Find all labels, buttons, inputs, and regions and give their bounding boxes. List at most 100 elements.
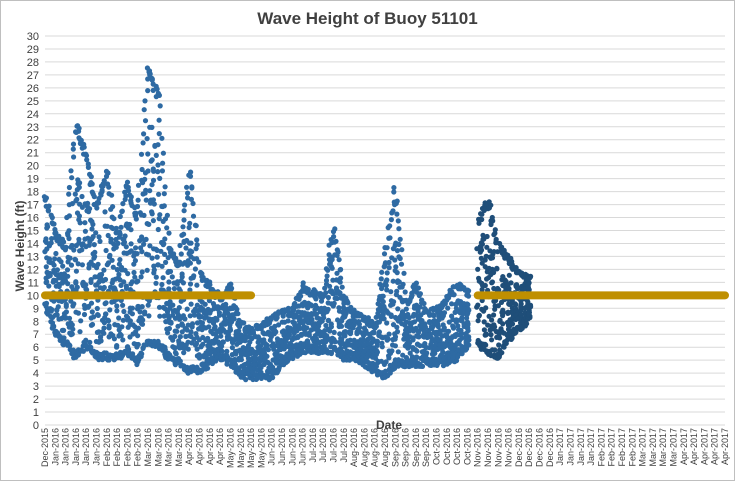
data-point	[133, 245, 139, 251]
data-point	[193, 223, 199, 229]
data-point	[70, 326, 76, 332]
data-point	[106, 357, 112, 363]
y-tick-label: 26	[27, 83, 39, 95]
data-point	[264, 342, 270, 348]
x-tick-label: Mar-2017	[648, 428, 658, 467]
data-point	[392, 334, 399, 340]
data-point	[80, 348, 86, 354]
data-point	[145, 88, 151, 94]
data-point	[135, 333, 141, 339]
data-point	[121, 279, 127, 285]
data-point	[188, 196, 194, 202]
data-point	[153, 274, 159, 280]
data-point	[332, 339, 338, 345]
x-tick-label: Feb-2017	[627, 428, 637, 467]
data-point	[138, 151, 145, 157]
data-point	[444, 335, 450, 341]
y-tick-label: 24	[27, 109, 39, 121]
data-point	[66, 228, 72, 234]
data-point	[338, 275, 344, 281]
x-tick-label: Mar-2016	[174, 428, 184, 467]
data-point	[501, 344, 507, 350]
data-point	[157, 212, 163, 218]
data-point	[194, 346, 200, 352]
data-point	[139, 321, 146, 327]
data-point	[483, 305, 489, 311]
data-point	[264, 353, 270, 359]
data-point	[105, 318, 112, 324]
x-tick-label: Apr-2017	[710, 428, 720, 465]
data-point	[151, 201, 157, 207]
data-point	[166, 286, 172, 292]
data-point	[115, 322, 121, 328]
data-point	[139, 166, 145, 173]
data-point	[291, 320, 297, 326]
data-point	[74, 196, 80, 202]
data-point	[84, 157, 90, 163]
data-point	[166, 315, 172, 321]
data-point	[89, 309, 95, 315]
data-point	[149, 255, 155, 261]
data-point	[188, 301, 194, 307]
data-point	[492, 230, 498, 236]
data-point	[395, 349, 401, 355]
data-point	[149, 211, 155, 217]
data-point	[61, 327, 67, 333]
data-point	[385, 336, 391, 342]
data-point	[327, 283, 333, 289]
data-point	[492, 324, 498, 330]
data-point	[190, 200, 196, 207]
data-point	[313, 296, 319, 302]
data-point	[328, 350, 334, 357]
data-point	[129, 305, 135, 311]
data-point	[87, 339, 93, 345]
x-tick-label: Mar-2017	[658, 428, 668, 467]
data-point	[371, 330, 377, 336]
data-point	[91, 242, 97, 248]
data-point	[483, 332, 489, 338]
data-point	[403, 306, 409, 312]
data-point	[155, 142, 161, 148]
data-point	[166, 325, 172, 332]
data-point	[98, 338, 104, 344]
data-point	[492, 347, 498, 353]
data-point	[90, 191, 96, 197]
x-tick-label: Aug-2016	[359, 428, 369, 467]
data-point	[479, 216, 485, 223]
data-point	[141, 107, 147, 113]
data-point	[71, 154, 77, 160]
data-point	[189, 249, 195, 255]
data-point	[402, 289, 408, 295]
data-point	[177, 242, 183, 249]
data-point	[273, 329, 279, 335]
data-point	[500, 274, 506, 280]
data-point	[118, 282, 124, 288]
data-point	[81, 144, 87, 150]
data-point	[135, 197, 141, 203]
data-point	[437, 331, 443, 337]
x-axis-title: Date	[376, 418, 402, 432]
data-point	[168, 247, 174, 253]
x-tick-label: Feb-2017	[617, 428, 627, 467]
data-point	[334, 252, 340, 258]
data-point	[109, 257, 115, 263]
x-tick-label: May-2016	[256, 428, 266, 468]
x-tick-label: Mar-2017	[668, 428, 678, 467]
data-point	[393, 200, 399, 206]
data-point	[490, 218, 496, 224]
data-point	[313, 336, 319, 342]
y-tick-label: 15	[27, 226, 39, 238]
data-point	[117, 257, 123, 263]
data-point	[175, 323, 181, 329]
data-point	[141, 212, 147, 218]
data-point	[479, 287, 485, 293]
data-point	[110, 264, 116, 270]
data-point	[298, 350, 304, 356]
x-tick-label: Mar-2017	[638, 428, 648, 467]
data-point	[174, 310, 180, 316]
x-tick-label: Apr-2017	[720, 428, 730, 465]
data-point	[417, 304, 423, 310]
data-point	[241, 320, 247, 326]
data-point	[178, 251, 184, 257]
